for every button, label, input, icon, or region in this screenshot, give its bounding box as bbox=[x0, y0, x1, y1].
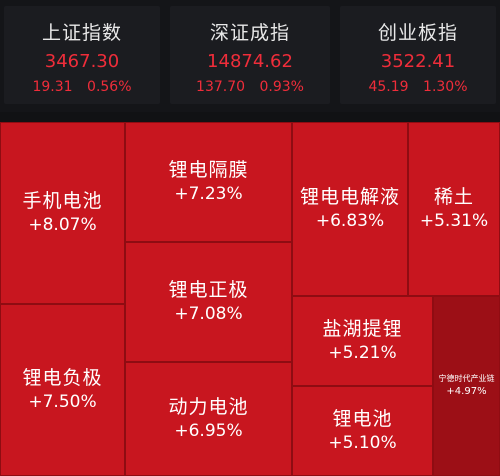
index-change-amount: 137.70 bbox=[196, 79, 246, 95]
sector-name: 锂电电解液 bbox=[299, 186, 400, 208]
index-change-percent: 1.30% bbox=[423, 79, 468, 95]
index-card-shenzhen[interactable]: 深证成指 14874.62 137.70 0.93% bbox=[170, 6, 330, 104]
sector-tile-rare-earth[interactable]: 稀土 +5.31% bbox=[408, 122, 500, 296]
index-change: 45.19 1.30% bbox=[340, 79, 496, 95]
sector-tile-catl-chain[interactable]: 宁德时代产业链 +4.97% bbox=[433, 296, 500, 476]
sector-change: +4.97% bbox=[446, 386, 487, 397]
index-change-percent: 0.56% bbox=[87, 79, 132, 95]
sector-change: +8.07% bbox=[28, 215, 97, 235]
sector-tile-anode[interactable]: 锂电负极 +7.50% bbox=[0, 304, 125, 476]
sector-change: +6.95% bbox=[174, 421, 243, 441]
sector-name: 锂电正极 bbox=[168, 279, 249, 301]
index-change-percent: 0.93% bbox=[259, 79, 304, 95]
sector-change: +7.08% bbox=[174, 304, 243, 324]
sector-change: +5.21% bbox=[328, 343, 397, 363]
sector-name: 锂电负极 bbox=[22, 367, 103, 389]
index-change-amount: 45.19 bbox=[368, 79, 409, 95]
index-card-chinext[interactable]: 创业板指 3522.41 45.19 1.30% bbox=[340, 6, 496, 104]
sector-tile-separator[interactable]: 锂电隔膜 +7.23% bbox=[125, 122, 292, 242]
index-change-amount: 19.31 bbox=[32, 79, 73, 95]
sector-tile-salt-lake-lithium[interactable]: 盐湖提锂 +5.21% bbox=[292, 296, 433, 386]
sector-tile-power-battery[interactable]: 动力电池 +6.95% bbox=[125, 362, 292, 476]
sector-name: 锂电隔膜 bbox=[168, 159, 249, 181]
index-change: 19.31 0.56% bbox=[4, 79, 160, 95]
sector-change: +6.83% bbox=[315, 211, 385, 231]
index-name: 创业板指 bbox=[377, 22, 458, 44]
index-bar: 上证指数 3467.30 19.31 0.56% 深证成指 14874.62 1… bbox=[0, 0, 500, 112]
sector-tile-cathode[interactable]: 锂电正极 +7.08% bbox=[125, 242, 292, 362]
sector-heatmap: 手机电池 +8.07% 锂电负极 +7.50% 锂电隔膜 +7.23% 锂电正极… bbox=[0, 122, 500, 476]
sector-name: 宁德时代产业链 bbox=[438, 374, 495, 383]
index-change: 137.70 0.93% bbox=[170, 79, 330, 95]
sector-name: 锂电池 bbox=[332, 408, 393, 430]
sector-change: +5.31% bbox=[419, 211, 489, 231]
sector-name: 手机电池 bbox=[22, 190, 103, 212]
sector-name: 动力电池 bbox=[168, 396, 249, 418]
sector-tile-lithium-battery[interactable]: 锂电池 +5.10% bbox=[292, 386, 433, 476]
sector-change: +7.50% bbox=[28, 392, 97, 412]
sector-change: +5.10% bbox=[328, 433, 397, 453]
index-value: 3522.41 bbox=[380, 51, 456, 72]
sector-tile-electrolyte[interactable]: 锂电电解液 +6.83% bbox=[292, 122, 408, 296]
index-value: 14874.62 bbox=[207, 51, 293, 72]
index-value: 3467.30 bbox=[44, 51, 120, 72]
index-name: 上证指数 bbox=[41, 22, 122, 44]
sector-name: 盐湖提锂 bbox=[322, 318, 403, 340]
index-card-shanghai[interactable]: 上证指数 3467.30 19.31 0.56% bbox=[4, 6, 160, 104]
sector-name: 稀土 bbox=[433, 186, 474, 208]
index-name: 深证成指 bbox=[209, 22, 290, 44]
sector-tile-phone-battery[interactable]: 手机电池 +8.07% bbox=[0, 122, 125, 304]
sector-change: +7.23% bbox=[174, 184, 243, 204]
